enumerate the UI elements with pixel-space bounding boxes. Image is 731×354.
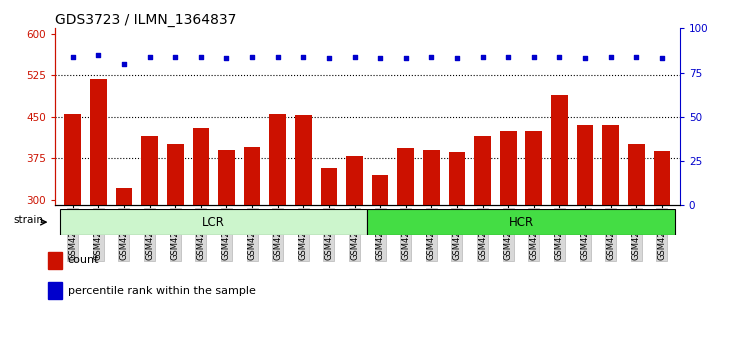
Bar [269,114,286,205]
Point [605,54,616,59]
Bar [346,155,363,205]
Bar [423,150,439,205]
Point [528,54,539,59]
Bar [243,147,260,205]
Point [477,54,488,59]
Bar [526,131,542,205]
Bar [577,125,594,205]
Text: strain: strain [14,215,44,225]
Bar [500,131,517,205]
Point [170,54,181,59]
Point [323,56,335,61]
Point [298,54,309,59]
Point [67,54,79,59]
Text: count: count [68,256,99,266]
Bar [654,151,670,205]
Point [553,54,565,59]
Point [221,56,232,61]
Bar [474,136,491,205]
Bar [367,209,675,235]
Bar [192,128,209,205]
Point [195,54,207,59]
Text: LCR: LCR [202,216,225,229]
Point [400,56,412,61]
Point [656,56,667,61]
Bar [218,150,235,205]
Point [272,54,284,59]
Bar [372,175,388,205]
Bar [90,79,107,205]
Point [349,54,360,59]
Point [118,61,130,67]
Bar [64,114,81,205]
Point [93,52,105,58]
Point [374,56,386,61]
Bar [449,152,466,205]
Bar [48,282,62,299]
Bar [60,209,367,235]
Bar [321,168,337,205]
Point [579,56,591,61]
Point [630,54,642,59]
Bar [167,144,183,205]
Point [451,56,463,61]
Point [502,54,514,59]
Text: GDS3723 / ILMN_1364837: GDS3723 / ILMN_1364837 [55,13,236,27]
Bar [628,144,645,205]
Text: percentile rank within the sample: percentile rank within the sample [68,286,256,296]
Bar [141,136,158,205]
Point [425,54,437,59]
Bar [115,188,132,205]
Point [246,54,258,59]
Bar [295,115,311,205]
Bar [398,148,414,205]
Bar [602,125,619,205]
Text: HCR: HCR [509,216,534,229]
Bar [48,252,62,269]
Bar [551,95,568,205]
Point [144,54,156,59]
